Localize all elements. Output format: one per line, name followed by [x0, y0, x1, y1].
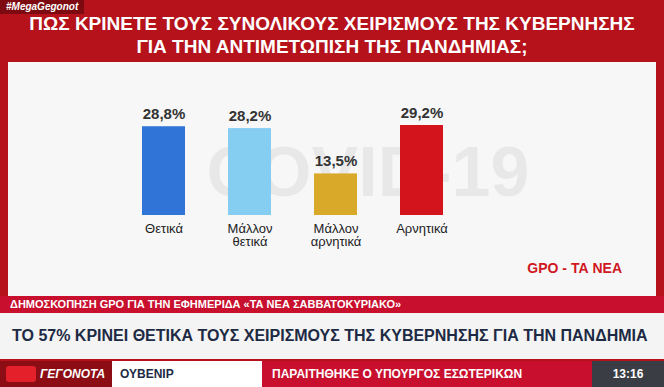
svg-text:Θετικά: Θετικά [145, 221, 183, 236]
svg-text:Μάλλοναρνητικά: Μάλλοναρνητικά [311, 221, 362, 249]
svg-text:28,2%: 28,2% [229, 107, 272, 124]
svg-text:29,2%: 29,2% [401, 104, 444, 121]
svg-text:Μάλλονθετικά: Μάλλονθετικά [228, 221, 273, 249]
svg-text:28,8%: 28,8% [143, 105, 186, 122]
svg-text:13,5%: 13,5% [315, 152, 358, 169]
svg-text:Αρνητικά: Αρνητικά [396, 221, 448, 236]
